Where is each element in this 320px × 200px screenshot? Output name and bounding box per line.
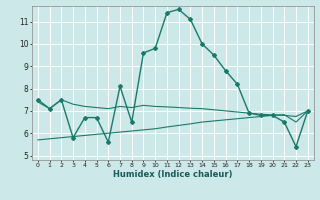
- X-axis label: Humidex (Indice chaleur): Humidex (Indice chaleur): [113, 170, 233, 179]
